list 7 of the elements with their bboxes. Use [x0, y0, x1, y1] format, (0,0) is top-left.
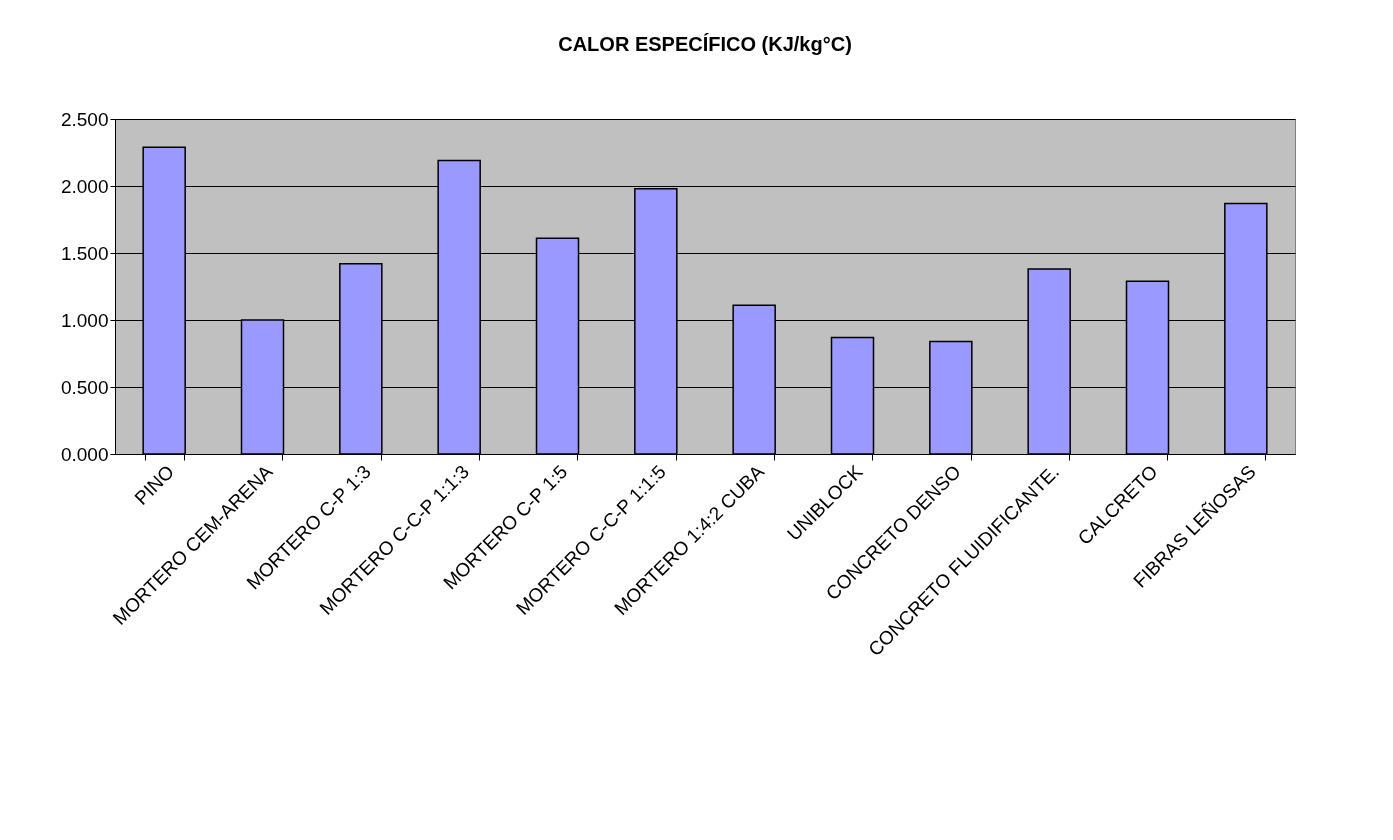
- y-tick-label: 2.500: [60, 108, 109, 130]
- chart-title: CALOR ESPECÍFICO (KJ/kg°C): [558, 33, 852, 55]
- y-tick-label: 2.000: [60, 175, 109, 197]
- y-tick-label: 0.500: [60, 376, 109, 398]
- y-tick-label: 1.500: [60, 242, 109, 264]
- y-tick-label: 0.000: [60, 443, 109, 465]
- y-tick-label: 1.000: [60, 309, 109, 331]
